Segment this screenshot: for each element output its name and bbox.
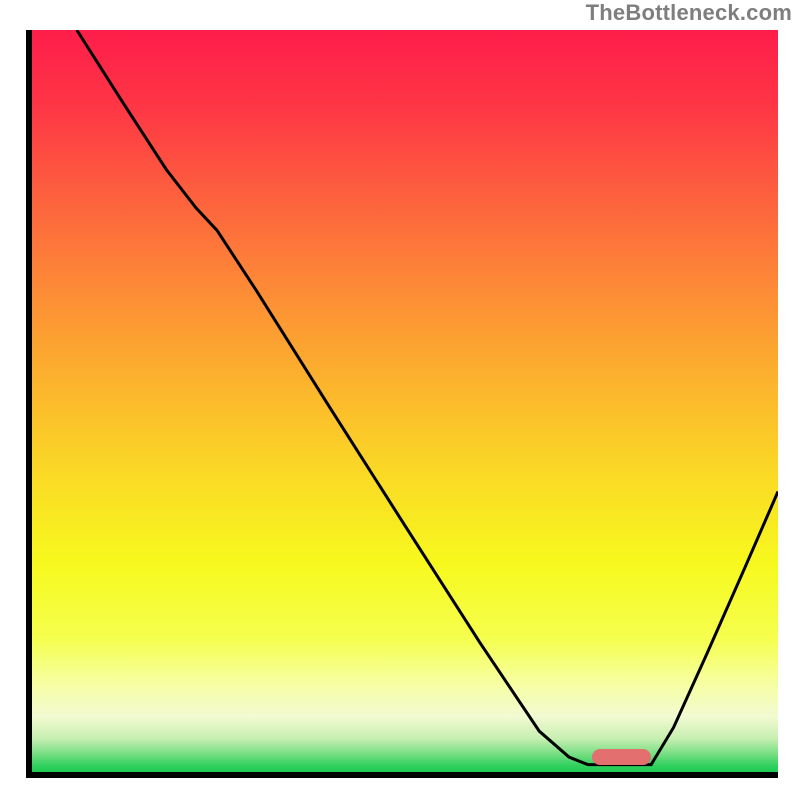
curve-svg (26, 30, 778, 778)
y-axis (26, 30, 32, 778)
chart-container: TheBottleneck.com (0, 0, 800, 800)
plot-area (26, 30, 778, 778)
optimal-marker (592, 749, 652, 765)
attribution-text: TheBottleneck.com (586, 0, 792, 26)
bottleneck-curve (77, 30, 778, 765)
x-axis (26, 772, 778, 778)
